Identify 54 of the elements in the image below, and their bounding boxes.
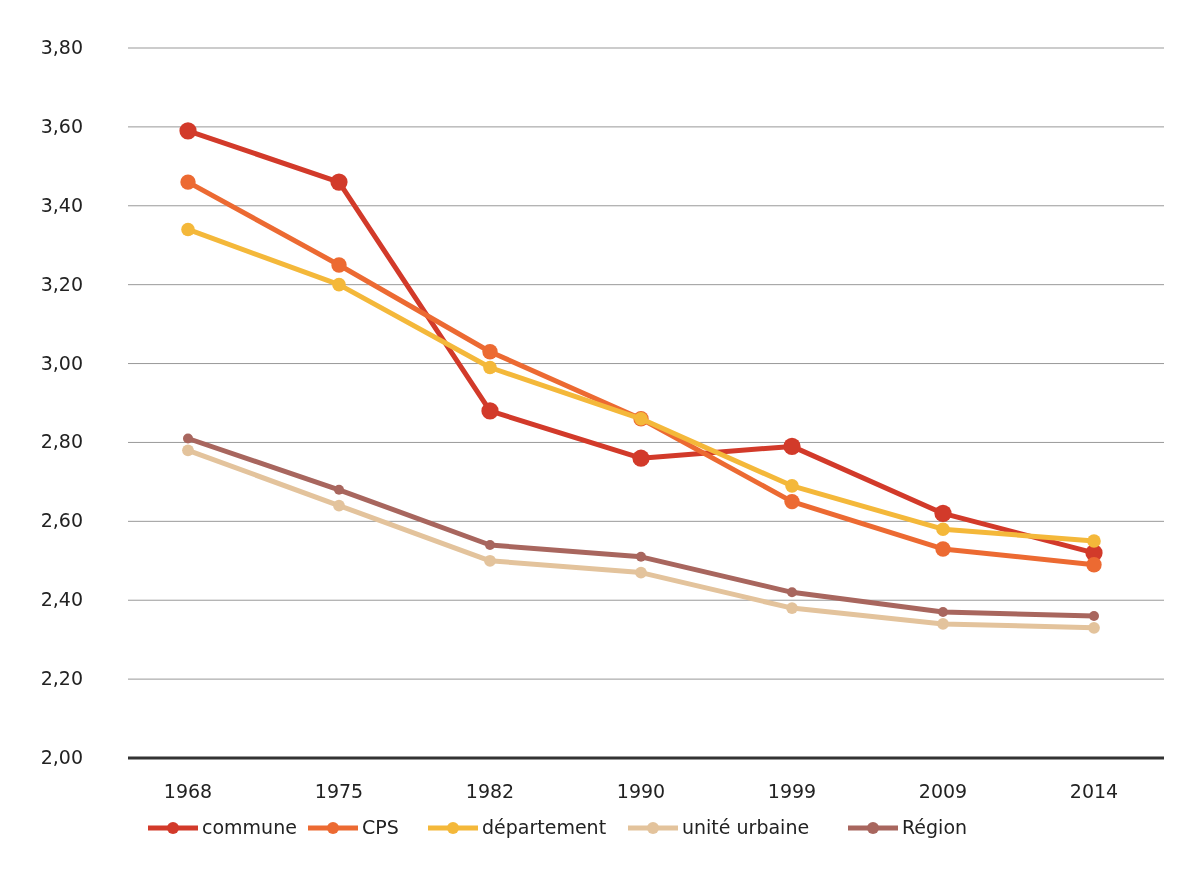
point bbox=[481, 402, 499, 420]
point bbox=[330, 173, 348, 191]
point bbox=[935, 541, 951, 557]
point bbox=[936, 522, 950, 537]
point bbox=[484, 554, 496, 567]
y-tick-label: 3,20 bbox=[40, 272, 83, 295]
y-tick-label: 3,40 bbox=[40, 193, 83, 216]
point bbox=[786, 602, 798, 615]
y-tick-label: 2,00 bbox=[40, 746, 83, 768]
y-tick-label: 3,80 bbox=[40, 36, 83, 58]
point bbox=[485, 540, 495, 550]
point bbox=[938, 607, 948, 618]
point bbox=[783, 437, 801, 455]
x-tick-label: 2009 bbox=[918, 780, 968, 802]
point bbox=[636, 551, 646, 562]
point bbox=[1088, 621, 1100, 634]
point bbox=[332, 277, 346, 292]
legend-label: Région bbox=[902, 816, 968, 838]
y-tick-label: 3,00 bbox=[40, 351, 83, 374]
point bbox=[785, 479, 799, 493]
legend-label: CPS bbox=[362, 816, 399, 838]
point bbox=[333, 499, 345, 512]
point bbox=[334, 484, 344, 495]
point bbox=[179, 122, 197, 140]
point bbox=[183, 433, 193, 444]
point bbox=[1087, 534, 1101, 548]
point bbox=[482, 344, 498, 360]
point bbox=[181, 222, 195, 237]
x-tick-label: 1975 bbox=[314, 780, 364, 802]
legend-label: unité urbaine bbox=[682, 816, 810, 838]
y-tick-label: 2,60 bbox=[40, 509, 83, 532]
point bbox=[331, 257, 347, 273]
y-tick-label: 2,20 bbox=[40, 667, 83, 690]
point bbox=[635, 566, 647, 579]
point bbox=[937, 617, 949, 630]
legend-label: commune bbox=[202, 816, 297, 838]
x-tick-label: 1982 bbox=[465, 780, 515, 802]
legend-label: département bbox=[482, 816, 607, 838]
point bbox=[1089, 611, 1099, 621]
x-tick-label: 1990 bbox=[616, 780, 666, 802]
y-tick-label: 2,40 bbox=[40, 588, 83, 611]
point bbox=[787, 587, 797, 598]
x-tick-label: 1999 bbox=[767, 780, 817, 802]
point bbox=[934, 504, 952, 523]
point bbox=[1086, 557, 1102, 573]
point bbox=[483, 360, 497, 375]
point bbox=[182, 444, 194, 457]
point bbox=[632, 449, 650, 467]
point bbox=[180, 174, 196, 190]
x-tick-label: 2014 bbox=[1069, 780, 1119, 802]
y-tick-label: 3,60 bbox=[40, 114, 83, 137]
point bbox=[784, 493, 800, 510]
x-tick-label: 1968 bbox=[163, 780, 213, 802]
y-tick-label: 2,80 bbox=[40, 430, 83, 453]
